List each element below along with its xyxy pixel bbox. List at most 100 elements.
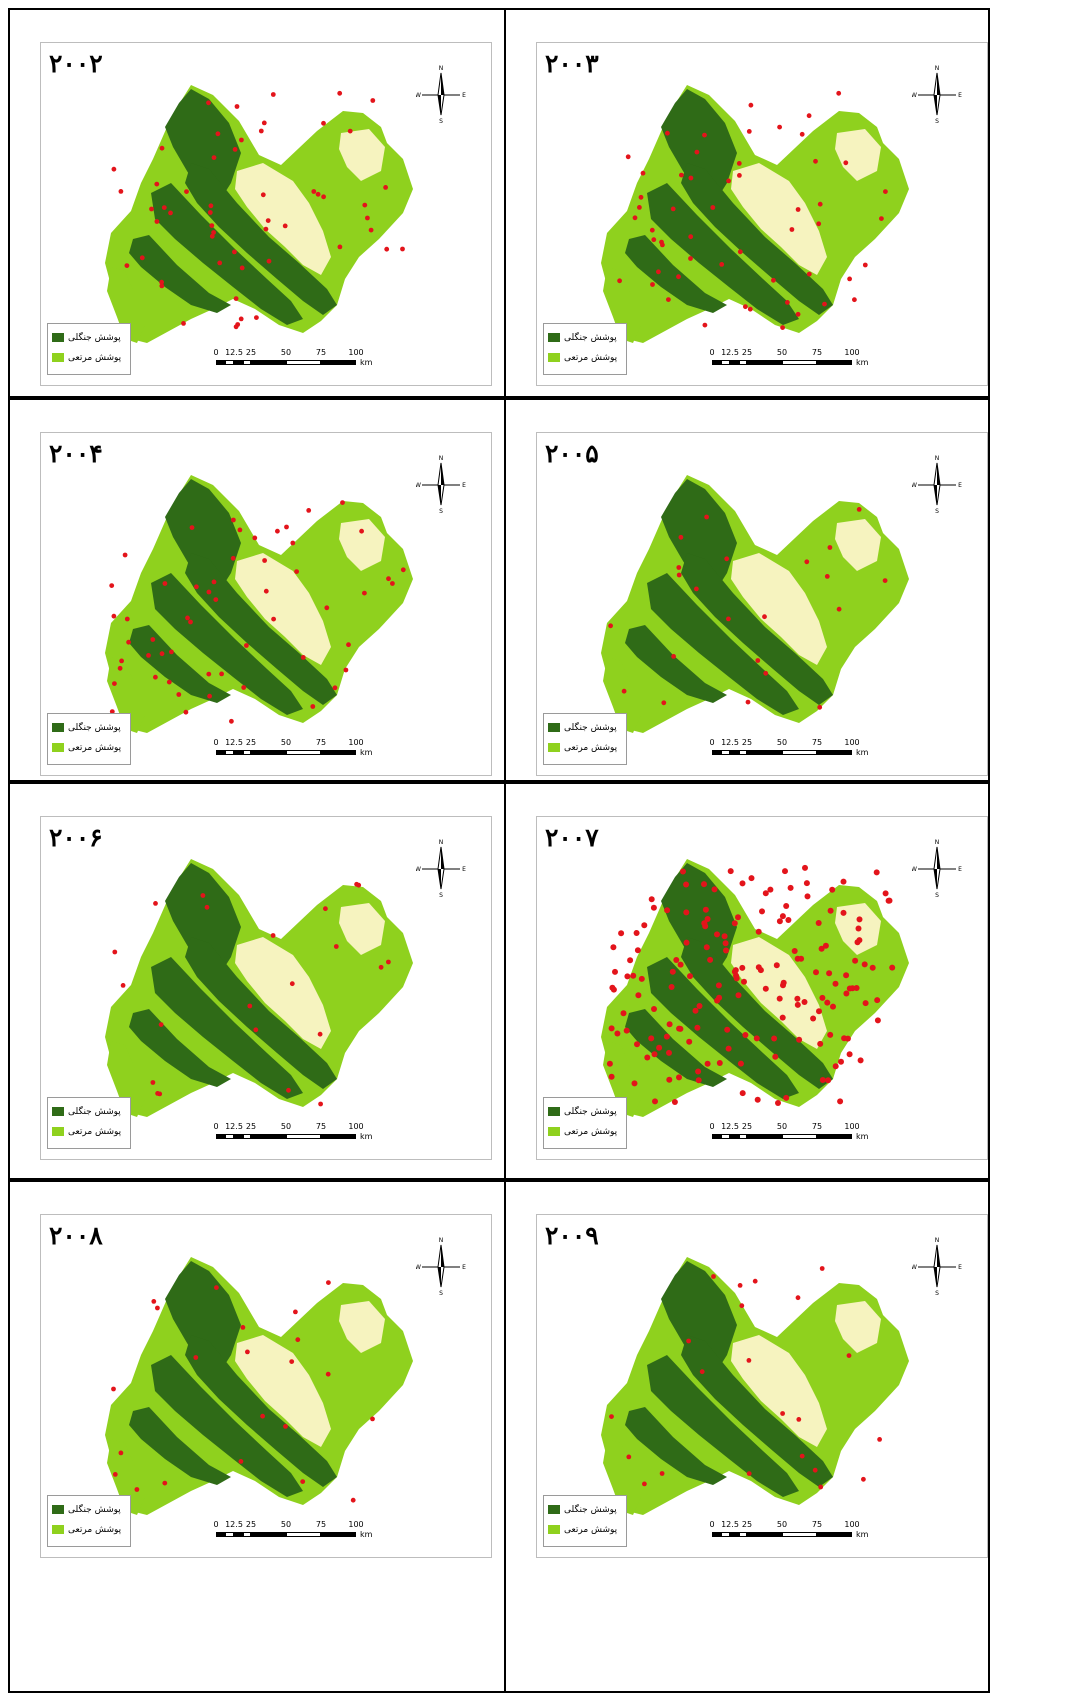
fire-point — [321, 194, 326, 200]
fire-point — [687, 973, 693, 980]
scale-segment — [712, 360, 721, 365]
fire-point — [158, 1022, 164, 1027]
fire-point — [362, 590, 367, 596]
fire-point — [346, 642, 351, 648]
legend-range: پوشش مرتعی — [52, 351, 121, 365]
fire-point — [836, 90, 842, 96]
fire-point — [252, 535, 258, 541]
svg-text:S: S — [439, 508, 443, 515]
fire-point — [754, 1096, 761, 1103]
legend-forest: پوشش جنگلی — [548, 1503, 617, 1517]
fire-point — [390, 581, 395, 586]
fire-point — [772, 1053, 779, 1060]
fire-point — [211, 579, 217, 585]
fire-point — [111, 1386, 116, 1392]
svg-text:S: S — [439, 118, 443, 125]
fire-point — [826, 970, 833, 977]
fire-point — [783, 903, 790, 909]
fire-point — [733, 972, 739, 979]
scale-segment — [712, 1532, 721, 1537]
fire-points — [111, 1280, 375, 1503]
legend-forest: پوشش جنگلی — [548, 1105, 617, 1119]
fire-point — [869, 964, 876, 971]
fire-point — [290, 540, 296, 546]
fire-point — [819, 994, 826, 1001]
legend-range-swatch — [548, 353, 560, 362]
legend-range-label: پوشش مرتعی — [564, 743, 618, 753]
scale-segment — [234, 360, 243, 365]
fire-point — [804, 559, 810, 565]
fire-point — [671, 654, 676, 659]
fire-point — [771, 277, 776, 283]
fire-point — [853, 985, 860, 991]
fire-point — [606, 1060, 613, 1067]
fire-point — [668, 984, 675, 990]
fire-point — [857, 1057, 864, 1064]
fire-point — [818, 1484, 824, 1490]
fire-point — [271, 616, 276, 622]
scale-bar: 0 12.5 25 50 75 100 km — [709, 738, 868, 768]
fire-point — [370, 98, 376, 103]
scale-tick: 100 — [844, 1520, 860, 1529]
scale-segment — [730, 360, 739, 365]
fire-point — [856, 916, 863, 923]
fire-point — [118, 189, 124, 194]
fire-point — [747, 306, 753, 312]
fire-point — [817, 201, 823, 207]
legend-forest-label: پوشش جنگلی — [564, 723, 617, 733]
fire-point — [150, 1080, 156, 1085]
scale-bar: 0 12.5 25 50 75 100 km — [213, 348, 372, 378]
svg-text:W: W — [912, 866, 917, 873]
fire-point — [755, 658, 761, 663]
fire-point — [625, 154, 631, 160]
fire-point — [162, 581, 168, 586]
fire-point — [676, 1074, 682, 1081]
scale-tick: 0 — [709, 1520, 715, 1529]
fire-point — [683, 909, 690, 916]
fire-point — [118, 1450, 124, 1456]
fire-point — [240, 1325, 246, 1330]
forest-area-band2 — [681, 553, 833, 705]
fire-point — [824, 574, 830, 579]
fire-point — [383, 185, 388, 190]
fire-point — [666, 1049, 672, 1056]
fire-point — [620, 1010, 627, 1017]
fire-point — [609, 1414, 614, 1419]
fire-point — [206, 671, 212, 677]
fire-point — [294, 569, 299, 574]
svg-text:W: W — [416, 1264, 421, 1271]
map-legend: پوشش جنگلی پوشش مرتعی — [47, 1097, 131, 1149]
fire-point — [795, 311, 801, 317]
fire-point — [739, 1303, 745, 1309]
fire-point — [683, 939, 690, 946]
barren-area-east — [339, 903, 385, 955]
legend-forest-label: پوشش جنگلی — [564, 1107, 617, 1117]
fire-point — [649, 227, 655, 233]
scale-segment — [243, 750, 251, 755]
barren-area-east — [339, 519, 385, 571]
legend-range: پوشش مرتعی — [548, 351, 617, 365]
north-arrow-icon: N S W E — [416, 839, 466, 899]
fire-point — [245, 1349, 250, 1355]
scale-segment — [721, 1134, 730, 1139]
fire-point — [696, 1003, 703, 1009]
scale-segment — [251, 1532, 286, 1537]
scale-tick: 50 — [776, 738, 788, 747]
fire-point — [874, 997, 881, 1004]
province-map — [105, 1257, 413, 1515]
fire-point — [610, 986, 617, 993]
fire-point — [676, 274, 681, 280]
fire-point — [782, 868, 788, 875]
fire-points — [609, 1266, 882, 1490]
fire-point — [640, 170, 646, 176]
north-arrow-icon: N S W E — [416, 455, 466, 515]
fire-point — [673, 957, 680, 963]
fire-point — [289, 1359, 295, 1364]
svg-text:E: E — [462, 1264, 466, 1271]
fire-point — [362, 202, 368, 208]
barren-area — [235, 553, 331, 665]
fire-point — [608, 623, 613, 629]
legend-range-swatch — [548, 743, 560, 752]
scale-tick: 50 — [776, 1520, 788, 1529]
legend-range-label: پوشش مرتعی — [68, 743, 122, 753]
